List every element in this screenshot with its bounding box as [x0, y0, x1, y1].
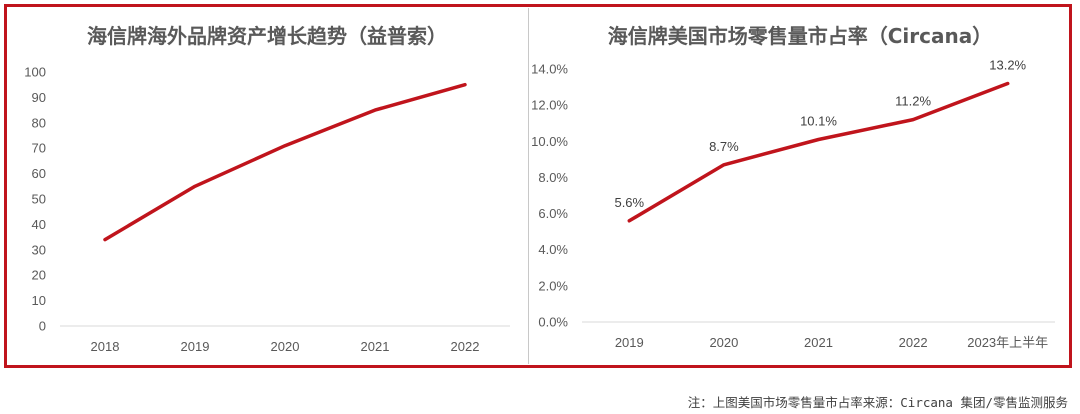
x-tick-label: 2022 — [899, 335, 928, 350]
y-tick-label: 0.0% — [538, 315, 568, 330]
chart-title: 海信牌美国市场零售量市占率（Circana） — [608, 24, 992, 48]
series-line — [103, 82, 467, 242]
data-label: 8.7% — [709, 139, 739, 154]
x-tick-label: 2022 — [451, 339, 480, 354]
data-label: 10.1% — [800, 113, 837, 128]
y-tick-label: 100 — [24, 65, 46, 80]
y-tick-label: 40 — [32, 217, 46, 232]
data-label: 13.2% — [989, 57, 1026, 72]
y-tick-label: 4.0% — [538, 242, 568, 257]
chart-title: 海信牌海外品牌资产增长趋势（益普索） — [87, 24, 447, 48]
x-tick-label: 2020 — [271, 339, 300, 354]
y-tick-label: 70 — [32, 141, 46, 156]
x-tick-label: 2018 — [91, 339, 120, 354]
y-tick-label: 20 — [32, 268, 46, 283]
data-label: 5.6% — [614, 195, 644, 210]
data-label: 11.2% — [895, 94, 931, 109]
y-tick-label: 6.0% — [538, 206, 568, 221]
y-tick-label: 80 — [32, 115, 46, 130]
x-tick-label: 2023年上半年 — [967, 335, 1048, 350]
y-tick-label: 60 — [32, 166, 46, 181]
footnote: 注：上图美国市场零售量市占率来源：Circana 集团/零售监测服务 — [687, 395, 1068, 410]
y-tick-label: 90 — [32, 90, 46, 105]
chart-frame — [4, 4, 1072, 368]
x-tick-label: 2019 — [181, 339, 210, 354]
brand-asset-chart: 海信牌海外品牌资产增长趋势（益普索） 0 10 20 30 40 50 60 70 80 90 10… — [24, 24, 510, 354]
series-layer — [627, 81, 1010, 223]
y-axis-ticks: 0.0% 2.0% 4.0% 6.0% 8.0% 10.0% 12.0% 14.0% — [531, 62, 568, 330]
us-market-share-chart: 海信牌美国市场零售量市占率（Circana） 0.0% 2.0% 4.0% 6.0% 8… — [531, 24, 1055, 350]
x-tick-label: 2020 — [709, 335, 738, 350]
y-tick-label: 50 — [32, 192, 46, 207]
y-tick-label: 12.0% — [531, 98, 568, 113]
x-axis-ticks: 2019 2020 2021 2022 2023年上半年 — [615, 335, 1048, 350]
y-tick-label: 0 — [39, 319, 46, 334]
y-axis-ticks: 0 10 20 30 40 50 60 70 80 90 100 — [24, 65, 46, 334]
y-tick-label: 10 — [32, 293, 46, 308]
x-axis-ticks: 2018 2019 2020 2021 2022 — [91, 339, 480, 354]
y-tick-label: 14.0% — [531, 62, 568, 77]
x-tick-label: 2021 — [804, 335, 833, 350]
y-tick-label: 30 — [32, 242, 46, 257]
chart-divider — [528, 8, 529, 364]
x-tick-label: 2021 — [361, 339, 390, 354]
series-layer — [103, 82, 467, 242]
series-line — [627, 81, 1010, 223]
y-tick-label: 2.0% — [538, 278, 568, 293]
x-tick-label: 2019 — [615, 335, 644, 350]
y-tick-label: 8.0% — [538, 170, 568, 185]
y-tick-label: 10.0% — [531, 134, 568, 149]
data-labels-layer: 5.6% 8.7% 10.1% 11.2% 13.2% — [614, 57, 1026, 209]
